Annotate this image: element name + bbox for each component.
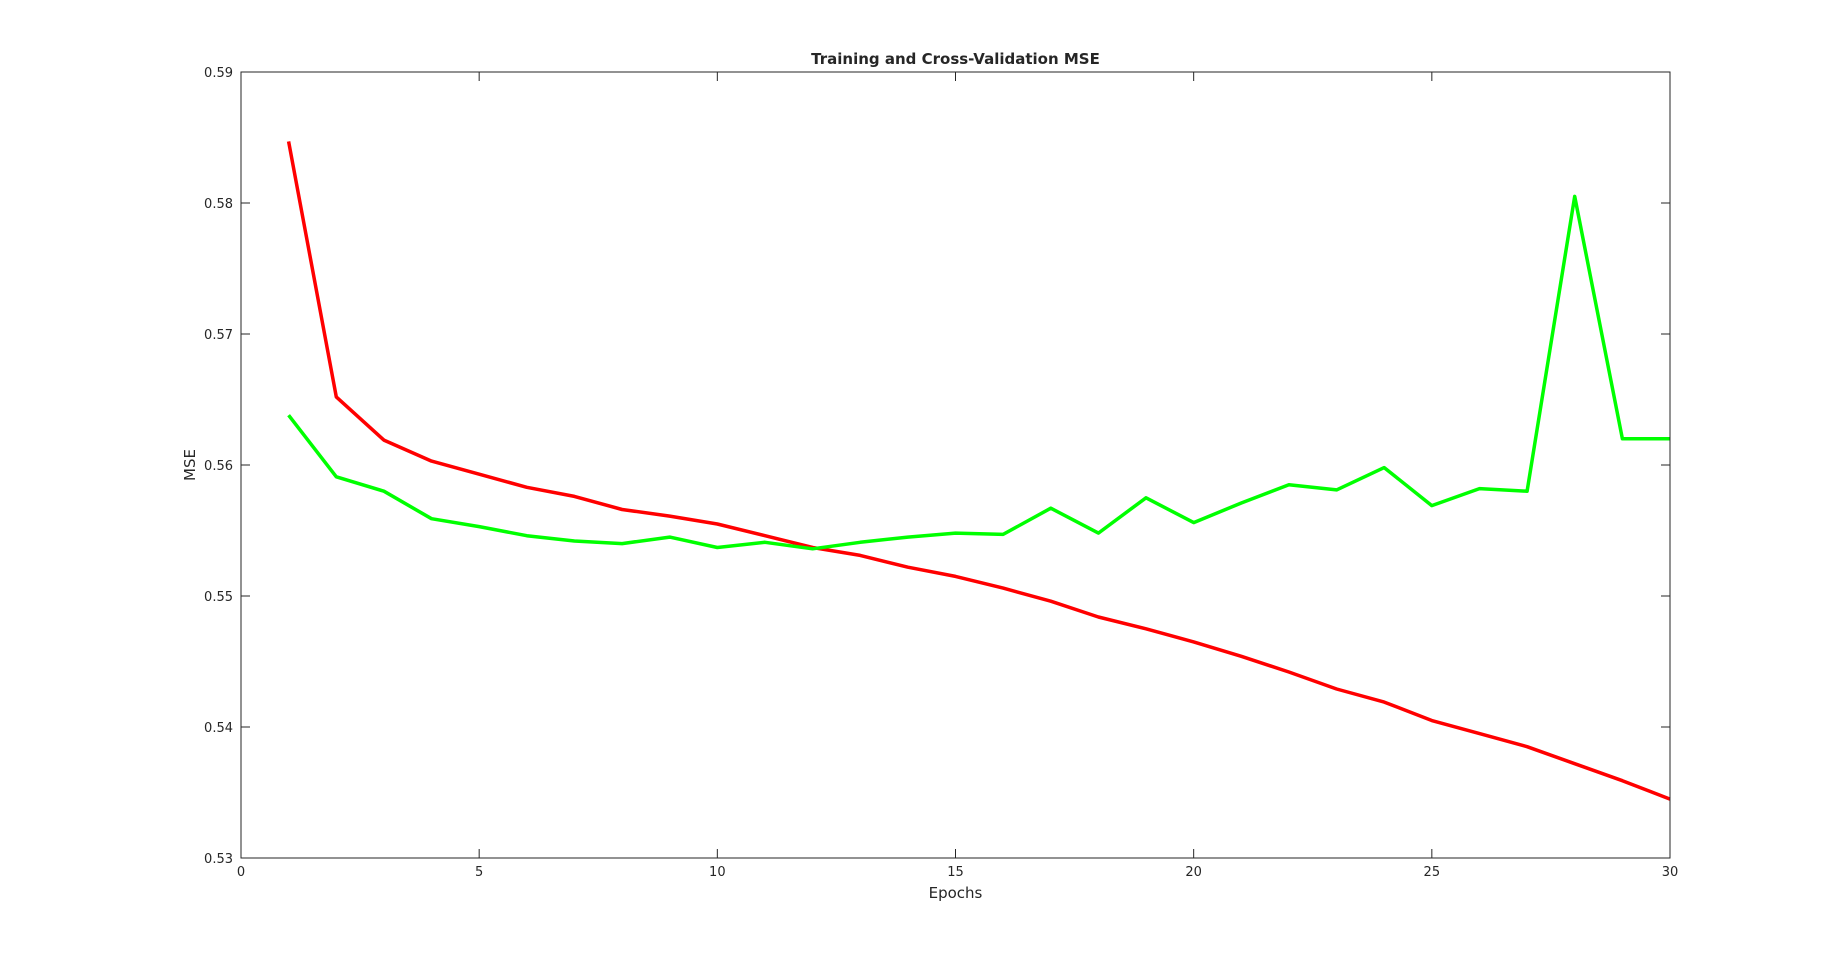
x-axis-label: Epochs: [929, 884, 983, 902]
x-tick-label: 20: [1185, 865, 1202, 880]
y-axis: 0.53 0.54 0.55 0.56 0.57 0.58 0.59: [204, 66, 1670, 867]
x-tick-label: 5: [475, 865, 483, 880]
chart-title: Training and Cross-Validation MSE: [811, 50, 1100, 68]
series-line-2: [287, 194, 1670, 551]
plot-area: [241, 72, 1670, 858]
x-tick-label: 10: [709, 865, 726, 880]
x-tick-label: 15: [947, 865, 964, 880]
y-tick-label: 0.58: [204, 197, 233, 212]
x-tick-label: 25: [1424, 865, 1441, 880]
x-tick-label: 0: [237, 865, 245, 880]
y-tick-label: 0.56: [204, 459, 233, 474]
x-tick-label: 30: [1662, 865, 1679, 880]
y-tick-label: 0.54: [204, 721, 233, 736]
x-axis: 0 5 10 15 20 25 30: [237, 72, 1678, 880]
y-tick-label: 0.59: [204, 66, 233, 81]
y-tick-label: 0.53: [204, 852, 233, 867]
y-tick-label: 0.57: [204, 328, 233, 343]
series-line-1: [286, 141, 1671, 801]
series-layer: [286, 141, 1671, 801]
y-tick-label: 0.55: [204, 590, 233, 605]
y-axis-label: MSE: [181, 449, 199, 481]
